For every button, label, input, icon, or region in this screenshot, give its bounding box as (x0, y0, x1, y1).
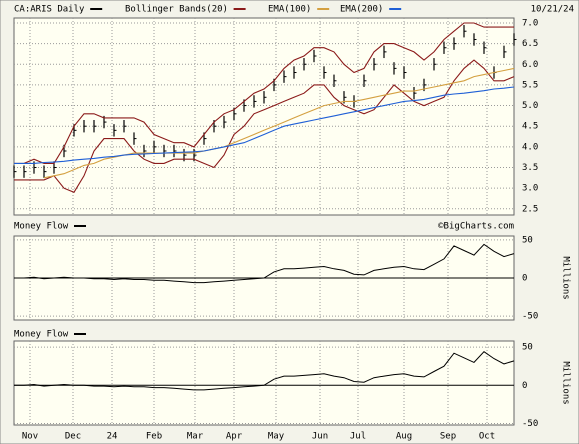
y-tick-label: 6.5 (522, 39, 538, 49)
series-line (14, 59, 515, 193)
y-tick-label: 5.0 (522, 101, 538, 111)
plot-area (13, 17, 515, 216)
x-tick-label: Jul (350, 432, 366, 442)
date-label: 10/21/24 (531, 5, 574, 15)
plot-area (13, 340, 515, 426)
legend-label: EMA(200) (340, 5, 383, 15)
y-tick-label: 2.5 (522, 204, 538, 214)
series-line (14, 351, 515, 391)
y-tick-label: 3.0 (522, 184, 538, 194)
credit: ©BigCharts.com (438, 222, 514, 232)
y-tick-label: 50 (522, 235, 533, 245)
y-tick-label: 7.0 (522, 18, 538, 28)
legend-label: Money Flow (14, 330, 69, 340)
x-tick-label: Dec (65, 432, 81, 442)
x-tick-label: Apr (226, 432, 243, 442)
y-tick-label: 0 (522, 381, 527, 391)
series-line (14, 86, 515, 164)
x-tick-label: Aug (396, 432, 412, 442)
x-tick-label: Jun (312, 432, 328, 442)
y-tick-label: 5.5 (522, 80, 538, 90)
y-axis-label: Millions (561, 361, 571, 404)
y-tick-label: 4.5 (522, 122, 538, 132)
y-tick-label: 0 (522, 274, 527, 284)
y-tick-label: 3.5 (522, 163, 538, 173)
legend-label: CA:ARIS Daily (14, 5, 85, 15)
x-tick-label: Mar (187, 432, 204, 442)
y-tick-label: 50 (522, 343, 533, 353)
x-tick-label: Oct (479, 432, 495, 442)
y-tick-label: -50 (522, 312, 538, 322)
y-tick-label: 6.0 (522, 60, 538, 70)
x-tick-label: Nov (22, 432, 38, 442)
x-tick-label: May (268, 432, 285, 442)
y-axis-label: Millions (561, 256, 571, 299)
y-tick-label: -50 (522, 419, 538, 429)
legend-label: EMA(100) (268, 5, 311, 15)
series-line (14, 243, 515, 284)
x-tick-label: Feb (146, 432, 162, 442)
legend-label: Money Flow (14, 222, 69, 232)
y-tick-label: 4.0 (522, 142, 538, 152)
legend-label: Bollinger Bands(20) (125, 5, 228, 15)
series-line (14, 22, 514, 164)
x-tick-label: Sep (440, 432, 456, 442)
x-tick-label: 24 (107, 432, 118, 442)
